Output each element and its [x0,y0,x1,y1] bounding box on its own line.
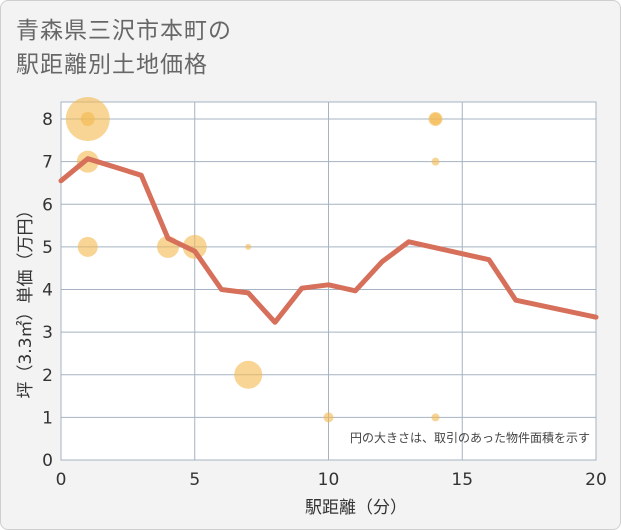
x-tick-label-2: 10 [318,470,340,490]
x-tick-label-1: 5 [189,470,200,490]
y-tick-label-0: 0 [42,451,53,471]
x-tick-labels: 0 5 10 15 20 [56,470,607,490]
bubble-10 [429,113,442,126]
x-axis-label: 駅距離（分） [305,498,407,518]
bubble-11 [431,157,440,166]
x-tick-label-0: 0 [56,470,67,490]
grid-lines [60,102,597,461]
chart-title: 青森県三沢市本町の 駅距離別土地価格 [16,14,232,82]
y-tick-labels: 0 1 2 3 4 5 6 7 8 [42,110,53,471]
y-tick-label-3: 3 [42,323,53,343]
bubble-8 [323,412,334,423]
x-tick-label-4: 20 [585,470,607,490]
y-tick-label-1: 1 [42,408,53,428]
trend-line [58,156,599,325]
title-line-2: 駅距離別土地価格 [16,52,208,78]
y-tick-label-4: 4 [42,281,53,301]
bubble-5 [182,234,207,259]
bubble-7 [234,360,263,389]
bubble-1 [80,112,95,127]
y-axis-label: 坪（3.3㎡）単価（万円） [16,201,36,398]
size-note: 円の大きさは、取引のあった物件面積を示す [350,430,590,445]
y-tick-label-7: 7 [42,153,53,173]
y-tick-label-2: 2 [42,366,53,386]
bubble-12 [431,413,440,422]
bubble-6 [245,243,252,250]
y-tick-label-8: 8 [42,110,53,130]
bubbles-layer [65,97,443,423]
bubble-3 [77,236,98,257]
x-tick-label-3: 15 [451,470,473,490]
y-tick-label-6: 6 [42,195,53,215]
y-tick-label-5: 5 [42,238,53,258]
title-line-1: 青森県三沢市本町の [16,18,232,44]
